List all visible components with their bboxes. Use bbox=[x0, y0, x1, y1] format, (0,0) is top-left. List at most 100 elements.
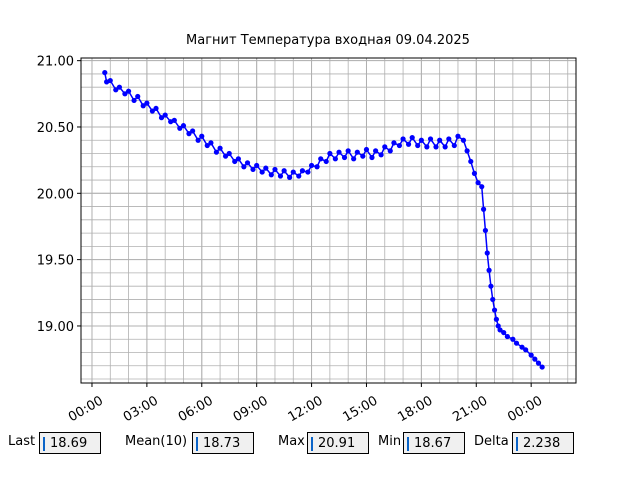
data-point bbox=[263, 165, 269, 171]
readout-field[interactable]: 20.91 bbox=[307, 432, 369, 454]
data-point bbox=[277, 173, 284, 179]
data-point bbox=[213, 149, 220, 155]
y-tick-label: 19.50 bbox=[37, 254, 74, 269]
readout-label: Mean(10) bbox=[125, 434, 188, 449]
data-point bbox=[437, 137, 443, 143]
data-point bbox=[158, 115, 165, 121]
data-point bbox=[378, 152, 384, 158]
data-point bbox=[427, 136, 434, 142]
data-point bbox=[217, 145, 223, 151]
data-point bbox=[290, 169, 296, 175]
readout-field[interactable]: 18.73 bbox=[192, 432, 254, 454]
y-tick-label: 20.50 bbox=[37, 121, 74, 136]
readout-label: Last bbox=[8, 434, 36, 449]
data-point bbox=[460, 137, 467, 143]
data-point bbox=[254, 162, 260, 169]
data-point bbox=[113, 87, 119, 93]
data-point bbox=[281, 168, 287, 174]
data-point bbox=[396, 142, 403, 149]
data-point bbox=[177, 125, 183, 131]
data-point bbox=[539, 364, 545, 370]
data-point bbox=[369, 154, 375, 161]
data-point bbox=[180, 123, 187, 129]
readout-field[interactable]: 18.67 bbox=[403, 432, 465, 454]
data-point bbox=[318, 156, 324, 162]
data-point bbox=[332, 156, 338, 162]
x-tick-label: 03:00 bbox=[121, 393, 161, 425]
data-point bbox=[528, 352, 534, 358]
data-point bbox=[226, 150, 232, 157]
readout-label: Delta bbox=[474, 434, 509, 449]
x-tick-label: 21:00 bbox=[450, 393, 490, 425]
data-point bbox=[482, 227, 489, 234]
readout-label: Max bbox=[278, 434, 305, 449]
data-point bbox=[442, 144, 448, 150]
data-point bbox=[107, 77, 113, 84]
data-point bbox=[204, 142, 210, 149]
data-point bbox=[491, 307, 498, 313]
data-point bbox=[405, 141, 412, 147]
data-point bbox=[400, 136, 406, 142]
data-point bbox=[451, 142, 457, 149]
data-point bbox=[433, 144, 439, 150]
data-point bbox=[345, 148, 351, 154]
data-point bbox=[153, 105, 159, 112]
data-point bbox=[493, 316, 499, 322]
data-point bbox=[222, 153, 229, 159]
x-tick-label: 15:00 bbox=[341, 393, 381, 425]
data-point bbox=[387, 148, 393, 154]
data-point bbox=[241, 164, 247, 170]
data-point bbox=[455, 133, 461, 139]
data-point bbox=[495, 323, 501, 329]
data-point bbox=[308, 162, 315, 169]
data-point bbox=[532, 356, 538, 362]
data-point bbox=[501, 329, 507, 336]
data-point bbox=[199, 133, 205, 139]
chart-title: Магнит Температура входная 09.04.2025 bbox=[186, 33, 470, 48]
data-point bbox=[497, 327, 503, 333]
data-point bbox=[296, 173, 302, 179]
data-point bbox=[424, 144, 430, 150]
data-point bbox=[418, 137, 424, 143]
data-point bbox=[351, 156, 357, 162]
data-point bbox=[149, 108, 155, 114]
data-point bbox=[488, 283, 494, 289]
data-point bbox=[171, 117, 177, 123]
y-tick-label: 21.00 bbox=[37, 55, 74, 70]
x-tick-label: 18:00 bbox=[395, 393, 435, 425]
data-point bbox=[144, 100, 150, 106]
x-tick-label: 09:00 bbox=[231, 393, 271, 425]
data-point bbox=[268, 172, 274, 178]
data-point bbox=[479, 184, 485, 190]
data-point bbox=[116, 84, 123, 90]
data-point bbox=[190, 128, 196, 134]
data-point bbox=[409, 134, 415, 141]
readout-field[interactable]: 2.238 bbox=[512, 432, 574, 454]
data-point bbox=[336, 149, 342, 155]
data-point bbox=[186, 131, 192, 137]
data-point bbox=[382, 144, 388, 150]
data-point bbox=[299, 168, 306, 174]
data-point bbox=[464, 148, 470, 154]
data-point bbox=[323, 158, 329, 165]
readout-field[interactable]: 18.69 bbox=[39, 432, 101, 454]
y-tick-label: 19.00 bbox=[37, 320, 74, 335]
data-point bbox=[235, 156, 241, 162]
data-point bbox=[244, 160, 251, 166]
data-point bbox=[363, 146, 370, 153]
data-point bbox=[504, 333, 510, 340]
data-point bbox=[490, 296, 496, 303]
data-point bbox=[391, 140, 397, 146]
data-point bbox=[208, 140, 214, 146]
data-point bbox=[360, 153, 366, 159]
data-point bbox=[471, 170, 478, 177]
data-point bbox=[140, 103, 146, 109]
data-point bbox=[272, 166, 278, 173]
data-point bbox=[259, 169, 265, 175]
data-point bbox=[523, 347, 529, 353]
data-point bbox=[513, 340, 520, 346]
data-point bbox=[484, 250, 490, 256]
data-point bbox=[341, 154, 348, 161]
data-point bbox=[287, 174, 293, 180]
readout-label: Min bbox=[378, 434, 402, 449]
